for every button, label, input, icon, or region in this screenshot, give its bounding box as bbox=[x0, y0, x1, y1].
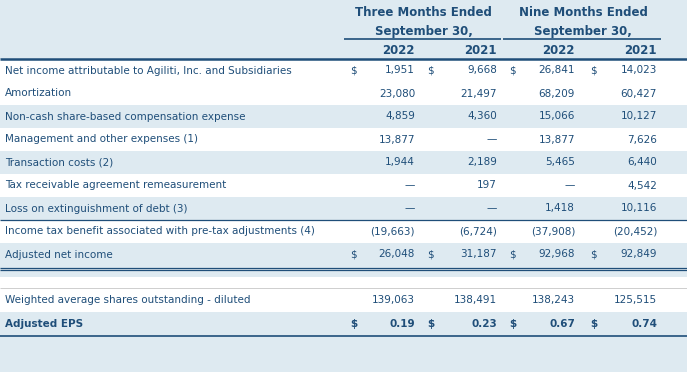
Text: 139,063: 139,063 bbox=[372, 295, 415, 305]
Text: 92,849: 92,849 bbox=[620, 250, 657, 260]
Bar bbox=[0, 59, 687, 82]
Text: 2,189: 2,189 bbox=[467, 157, 497, 167]
Text: $: $ bbox=[590, 250, 596, 260]
Text: $: $ bbox=[427, 65, 433, 76]
Text: Adjusted EPS: Adjusted EPS bbox=[5, 319, 83, 329]
Text: $: $ bbox=[350, 65, 357, 76]
Text: 13,877: 13,877 bbox=[539, 135, 575, 144]
Text: (20,452): (20,452) bbox=[613, 227, 657, 237]
Text: 2022: 2022 bbox=[543, 44, 575, 57]
Text: —: — bbox=[405, 203, 415, 214]
Text: Tax receivable agreement remeasurement: Tax receivable agreement remeasurement bbox=[5, 180, 226, 190]
Text: —: — bbox=[565, 180, 575, 190]
Bar bbox=[0, 3, 687, 23]
Text: $: $ bbox=[590, 65, 596, 76]
Text: 92,968: 92,968 bbox=[539, 250, 575, 260]
Bar bbox=[0, 174, 687, 197]
Text: Three Months Ended: Three Months Ended bbox=[355, 6, 492, 19]
Text: 4,360: 4,360 bbox=[467, 112, 497, 122]
Bar bbox=[0, 41, 687, 59]
Text: 138,491: 138,491 bbox=[454, 295, 497, 305]
Text: Weighted average shares outstanding - diluted: Weighted average shares outstanding - di… bbox=[5, 295, 251, 305]
Text: —: — bbox=[486, 135, 497, 144]
Text: 5,465: 5,465 bbox=[545, 157, 575, 167]
Bar bbox=[0, 105, 687, 128]
Text: 13,877: 13,877 bbox=[379, 135, 415, 144]
Text: 1,944: 1,944 bbox=[385, 157, 415, 167]
Text: September 30,: September 30, bbox=[374, 26, 473, 38]
Text: 68,209: 68,209 bbox=[539, 89, 575, 99]
Text: 0.23: 0.23 bbox=[471, 319, 497, 329]
Text: —: — bbox=[405, 180, 415, 190]
Text: (6,724): (6,724) bbox=[459, 227, 497, 237]
Text: $: $ bbox=[509, 250, 516, 260]
Text: 26,048: 26,048 bbox=[379, 250, 415, 260]
Bar bbox=[0, 266, 687, 277]
Text: 0.74: 0.74 bbox=[631, 319, 657, 329]
Bar bbox=[0, 82, 687, 105]
Text: 4,542: 4,542 bbox=[627, 180, 657, 190]
Text: 23,080: 23,080 bbox=[379, 89, 415, 99]
Text: Transaction costs (2): Transaction costs (2) bbox=[5, 157, 113, 167]
Text: 2021: 2021 bbox=[464, 44, 497, 57]
Bar bbox=[0, 197, 687, 220]
Text: $: $ bbox=[427, 250, 433, 260]
Text: 9,668: 9,668 bbox=[467, 65, 497, 76]
Text: 60,427: 60,427 bbox=[620, 89, 657, 99]
Bar bbox=[0, 312, 687, 336]
Text: 1,951: 1,951 bbox=[385, 65, 415, 76]
Text: $: $ bbox=[590, 319, 597, 329]
Text: Loss on extinguishment of debt (3): Loss on extinguishment of debt (3) bbox=[5, 203, 188, 214]
Bar bbox=[0, 288, 687, 312]
Text: 2022: 2022 bbox=[383, 44, 415, 57]
Text: 14,023: 14,023 bbox=[620, 65, 657, 76]
Text: $: $ bbox=[350, 250, 357, 260]
Text: 10,116: 10,116 bbox=[620, 203, 657, 214]
Text: 31,187: 31,187 bbox=[460, 250, 497, 260]
Text: $: $ bbox=[509, 319, 516, 329]
Text: 7,626: 7,626 bbox=[627, 135, 657, 144]
Text: $: $ bbox=[509, 65, 516, 76]
Bar bbox=[0, 277, 687, 288]
Text: —: — bbox=[486, 203, 497, 214]
Text: 0.67: 0.67 bbox=[549, 319, 575, 329]
Text: September 30,: September 30, bbox=[534, 26, 632, 38]
Bar bbox=[0, 220, 687, 243]
Text: Non-cash share-based compensation expense: Non-cash share-based compensation expens… bbox=[5, 112, 245, 122]
Text: 125,515: 125,515 bbox=[614, 295, 657, 305]
Text: 0.19: 0.19 bbox=[390, 319, 415, 329]
Text: 4,859: 4,859 bbox=[385, 112, 415, 122]
Text: (19,663): (19,663) bbox=[370, 227, 415, 237]
Text: 138,243: 138,243 bbox=[532, 295, 575, 305]
Text: 1,418: 1,418 bbox=[545, 203, 575, 214]
Text: Net income attributable to Agiliti, Inc. and Subsidiaries: Net income attributable to Agiliti, Inc.… bbox=[5, 65, 292, 76]
Text: Nine Months Ended: Nine Months Ended bbox=[519, 6, 647, 19]
Bar bbox=[0, 23, 687, 41]
Text: 21,497: 21,497 bbox=[460, 89, 497, 99]
Text: 2021: 2021 bbox=[624, 44, 657, 57]
Bar bbox=[0, 243, 687, 266]
Text: 6,440: 6,440 bbox=[627, 157, 657, 167]
Text: Management and other expenses (1): Management and other expenses (1) bbox=[5, 135, 198, 144]
Text: (37,908): (37,908) bbox=[530, 227, 575, 237]
Text: $: $ bbox=[427, 319, 434, 329]
Text: Amortization: Amortization bbox=[5, 89, 72, 99]
Text: 197: 197 bbox=[477, 180, 497, 190]
Text: Income tax benefit associated with pre-tax adjustments (4): Income tax benefit associated with pre-t… bbox=[5, 227, 315, 237]
Text: $: $ bbox=[350, 319, 357, 329]
Bar bbox=[0, 151, 687, 174]
Text: 15,066: 15,066 bbox=[539, 112, 575, 122]
Bar bbox=[0, 128, 687, 151]
Text: Adjusted net income: Adjusted net income bbox=[5, 250, 113, 260]
Text: 10,127: 10,127 bbox=[620, 112, 657, 122]
Text: 26,841: 26,841 bbox=[539, 65, 575, 76]
